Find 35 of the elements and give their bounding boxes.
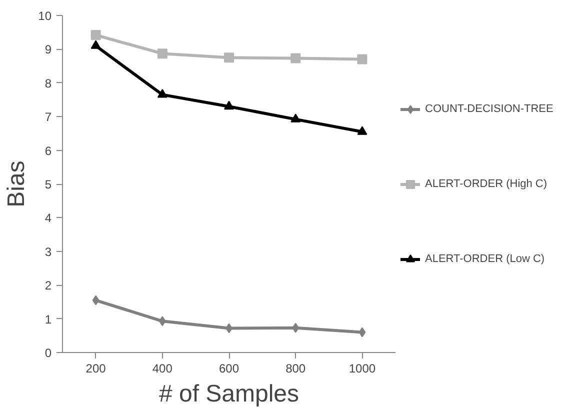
- y-tick-label: 2: [44, 278, 52, 293]
- point: [224, 52, 234, 63]
- y-tick-label: 3: [44, 244, 52, 259]
- legend-label: ALERT-ORDER (Low C): [425, 252, 545, 264]
- point: [292, 322, 300, 333]
- x-tick-label: 200: [86, 362, 106, 376]
- point: [290, 114, 301, 122]
- y-tick-label: 1: [44, 312, 52, 326]
- y-tick-label: 6: [44, 144, 52, 158]
- point: [157, 48, 168, 59]
- point: [357, 126, 368, 135]
- y-tick-label: 5: [44, 178, 52, 192]
- point: [224, 100, 234, 110]
- point: [90, 30, 101, 40]
- point: [158, 316, 166, 326]
- point: [358, 327, 366, 338]
- y-tick-label: 0: [44, 346, 52, 360]
- y-tick-label: 4: [44, 211, 52, 226]
- point: [357, 54, 368, 64]
- y-tick-label: 8: [44, 76, 52, 90]
- y-tick-label: 7: [44, 110, 52, 124]
- legend-label: COUNT-DECISION-TREE: [425, 102, 554, 114]
- point: [90, 40, 101, 49]
- x-tick-label: 400: [152, 362, 173, 376]
- x-tick-label: 800: [286, 362, 306, 376]
- point: [290, 53, 301, 64]
- point: [92, 295, 100, 306]
- y-axis-title: Bias: [3, 160, 30, 208]
- x-tick-label: 1000: [348, 362, 376, 376]
- y-tick-label: 9: [44, 42, 52, 57]
- y-tick-label: 10: [38, 9, 52, 23]
- point: [157, 89, 168, 98]
- x-tick-label: 600: [218, 362, 240, 376]
- x-axis-title: # of Samples: [158, 380, 300, 408]
- legend-label: ALERT-ORDER (High C): [425, 178, 548, 190]
